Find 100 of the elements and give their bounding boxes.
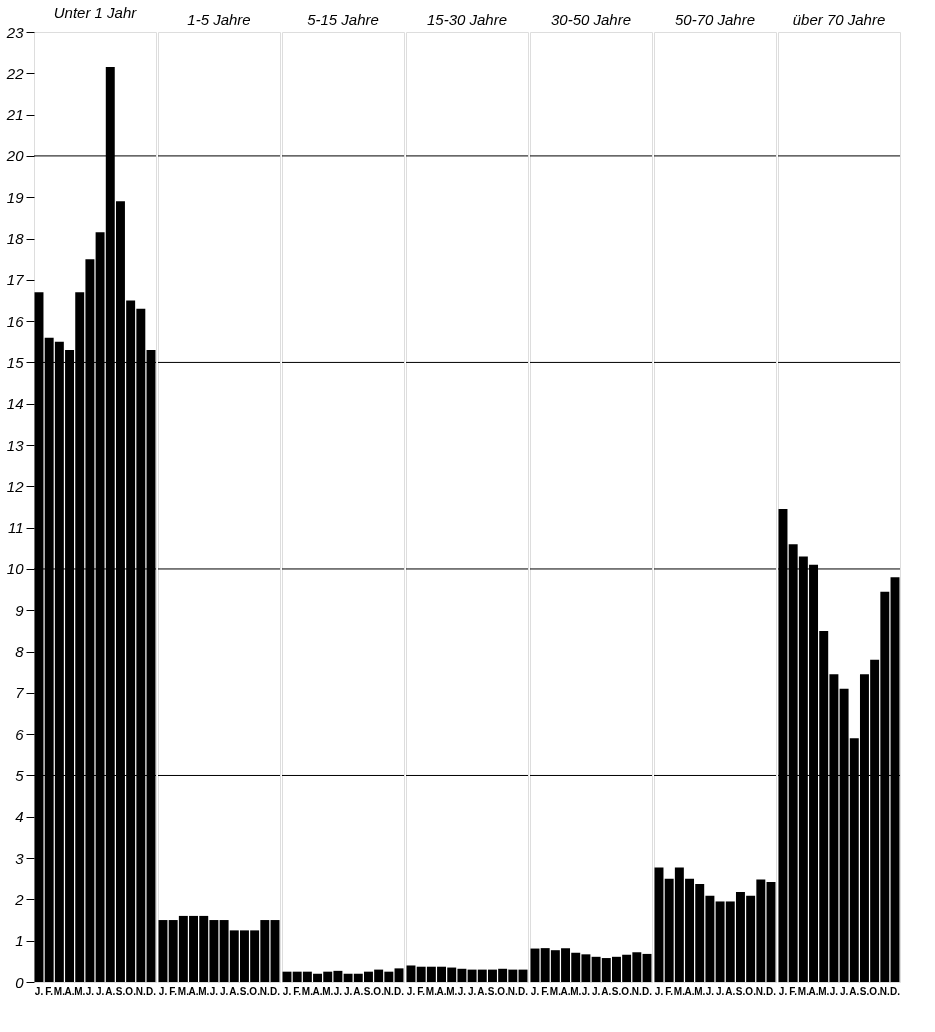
chart-title: 1-5 Jahre bbox=[187, 11, 251, 28]
x-tick-label: J. bbox=[839, 985, 849, 997]
chart-title: 30-50 Jahre bbox=[550, 11, 632, 28]
x-tick-label: O. bbox=[869, 985, 881, 997]
x-tick-label: O. bbox=[373, 985, 385, 997]
x-tick-label: D. bbox=[766, 985, 777, 997]
x-tick-label: D. bbox=[270, 985, 281, 997]
x-tick-label: S. bbox=[735, 985, 746, 997]
y-tick-label: 12 bbox=[6, 477, 25, 495]
x-tick-label: N. bbox=[755, 985, 767, 997]
y-tick-label: 6 bbox=[15, 725, 25, 743]
x-tick-label: A. bbox=[353, 985, 364, 997]
x-tick-label: J. bbox=[654, 985, 664, 997]
x-tick-label: D. bbox=[518, 985, 529, 997]
x-tick-label: J. bbox=[209, 985, 219, 997]
y-tick-label: 1 bbox=[15, 932, 24, 950]
chart-title: Unter 1 Jahr bbox=[53, 4, 138, 21]
x-tick-label: J. bbox=[457, 985, 467, 997]
x-tick-label: M. bbox=[198, 985, 210, 997]
x-tick-label: M. bbox=[74, 985, 86, 997]
x-tick-label: J. bbox=[715, 985, 725, 997]
chart-title: über 70 Jahre bbox=[792, 11, 886, 28]
x-tick-label: M. bbox=[549, 985, 562, 997]
x-tick-label: O. bbox=[621, 985, 633, 997]
x-tick-label: J. bbox=[530, 985, 540, 997]
y-tick-label: 11 bbox=[7, 519, 24, 537]
x-tick-label: D. bbox=[146, 985, 157, 997]
x-tick-label: D. bbox=[890, 985, 901, 997]
x-tick-label: S. bbox=[239, 985, 250, 997]
x-tick-label: S. bbox=[115, 985, 126, 997]
x-tick-label: M. bbox=[301, 985, 314, 997]
x-tick-label: M. bbox=[425, 985, 438, 997]
x-tick-label: M. bbox=[694, 985, 706, 997]
x-tick-label: N. bbox=[631, 985, 643, 997]
x-tick-label: F. bbox=[169, 985, 178, 997]
x-tick-label: M. bbox=[818, 985, 830, 997]
x-tick-label: J. bbox=[467, 985, 477, 997]
x-tick-label: O. bbox=[745, 985, 757, 997]
x-tick-label: F. bbox=[541, 985, 550, 997]
y-tick-label: 5 bbox=[15, 766, 25, 784]
y-tick-label: 15 bbox=[6, 353, 25, 371]
x-tick-label: J. bbox=[333, 985, 343, 997]
x-tick-label: J. bbox=[705, 985, 715, 997]
x-tick-label: M. bbox=[570, 985, 582, 997]
x-tick-label: J. bbox=[591, 985, 601, 997]
x-tick-label: M. bbox=[673, 985, 686, 997]
x-tick-label: M. bbox=[53, 985, 66, 997]
chart-title: 15-30 Jahre bbox=[426, 11, 508, 28]
x-tick-label: A. bbox=[849, 985, 860, 997]
y-tick-label: 0 bbox=[15, 973, 25, 991]
y-tick-label: 20 bbox=[5, 147, 25, 165]
x-tick-label: N. bbox=[507, 985, 519, 997]
x-tick-label: A. bbox=[601, 985, 612, 997]
x-tick-label: S. bbox=[363, 985, 374, 997]
x-tick-label: F. bbox=[45, 985, 54, 997]
y-tick-label: 18 bbox=[6, 230, 25, 248]
x-tick-label: M. bbox=[446, 985, 458, 997]
x-tick-label: D. bbox=[642, 985, 653, 997]
x-tick-label: O. bbox=[497, 985, 509, 997]
y-tick-label: 22 bbox=[5, 64, 25, 82]
x-tick-label: A. bbox=[436, 985, 447, 997]
x-tick-label: F. bbox=[789, 985, 798, 997]
x-tick-label: J. bbox=[219, 985, 229, 997]
x-tick-label: A. bbox=[477, 985, 488, 997]
x-tick-label: N. bbox=[879, 985, 891, 997]
y-tick-label: 10 bbox=[6, 560, 25, 578]
x-tick-label: A. bbox=[64, 985, 75, 997]
y-tick-label: 9 bbox=[15, 601, 25, 619]
y-tick-label: 7 bbox=[15, 684, 25, 702]
x-tick-label: A. bbox=[105, 985, 116, 997]
y-tick-label: 17 bbox=[6, 271, 25, 289]
x-tick-label: S. bbox=[859, 985, 870, 997]
x-tick-label: J. bbox=[85, 985, 95, 997]
x-tick-label: A. bbox=[560, 985, 571, 997]
x-tick-label: N. bbox=[135, 985, 147, 997]
chart-title: 5-15 Jahre bbox=[307, 11, 379, 28]
y-tick-label: 2 bbox=[14, 890, 25, 908]
x-tick-label: J. bbox=[95, 985, 105, 997]
y-tick-label: 8 bbox=[15, 643, 25, 661]
x-tick-label: J. bbox=[343, 985, 353, 997]
chart-title: 50-70 Jahre bbox=[674, 11, 756, 28]
x-tick-label: A. bbox=[312, 985, 323, 997]
y-tick-label: 21 bbox=[5, 106, 24, 124]
x-tick-label: O. bbox=[249, 985, 261, 997]
x-tick-label: J. bbox=[829, 985, 839, 997]
y-tick-label: 19 bbox=[6, 188, 25, 206]
y-tick-label: 16 bbox=[6, 312, 25, 330]
x-tick-label: M. bbox=[177, 985, 190, 997]
x-tick-label: D. bbox=[394, 985, 405, 997]
x-tick-label: F. bbox=[417, 985, 426, 997]
x-tick-label: O. bbox=[125, 985, 137, 997]
x-tick-label: F. bbox=[293, 985, 302, 997]
x-tick-label: N. bbox=[259, 985, 271, 997]
x-tick-label: A. bbox=[808, 985, 819, 997]
x-tick-label: J. bbox=[581, 985, 591, 997]
x-tick-label: J. bbox=[282, 985, 292, 997]
x-tick-label: N. bbox=[383, 985, 395, 997]
y-tick-label: 13 bbox=[6, 436, 25, 454]
y-tick-label: 23 bbox=[5, 23, 25, 41]
x-tick-label: S. bbox=[487, 985, 498, 997]
